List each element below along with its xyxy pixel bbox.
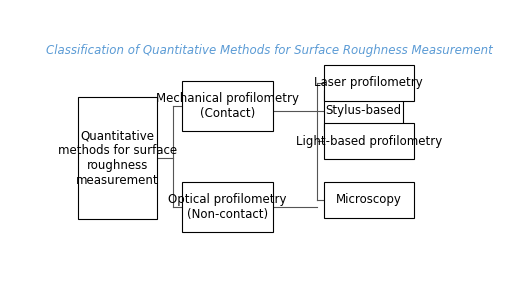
Text: Classification of Quantitative Methods for Surface Roughness Measurement: Classification of Quantitative Methods f…	[46, 43, 492, 57]
Text: Mechanical profilometry
(Contact): Mechanical profilometry (Contact)	[156, 92, 299, 120]
Text: Microscopy: Microscopy	[336, 193, 402, 206]
Text: Light-based profilometry: Light-based profilometry	[296, 135, 442, 148]
FancyBboxPatch shape	[324, 181, 414, 218]
FancyBboxPatch shape	[324, 123, 414, 159]
FancyBboxPatch shape	[78, 97, 157, 219]
Text: Stylus-based: Stylus-based	[326, 104, 402, 117]
FancyBboxPatch shape	[182, 181, 273, 232]
FancyBboxPatch shape	[182, 81, 273, 131]
Text: Quantitative
methods for surface
roughness
measurement: Quantitative methods for surface roughne…	[58, 129, 177, 187]
Text: Laser profilometry: Laser profilometry	[314, 76, 423, 89]
FancyBboxPatch shape	[324, 90, 403, 131]
FancyBboxPatch shape	[324, 64, 414, 101]
Text: Optical profilometry
(Non-contact): Optical profilometry (Non-contact)	[168, 193, 287, 221]
